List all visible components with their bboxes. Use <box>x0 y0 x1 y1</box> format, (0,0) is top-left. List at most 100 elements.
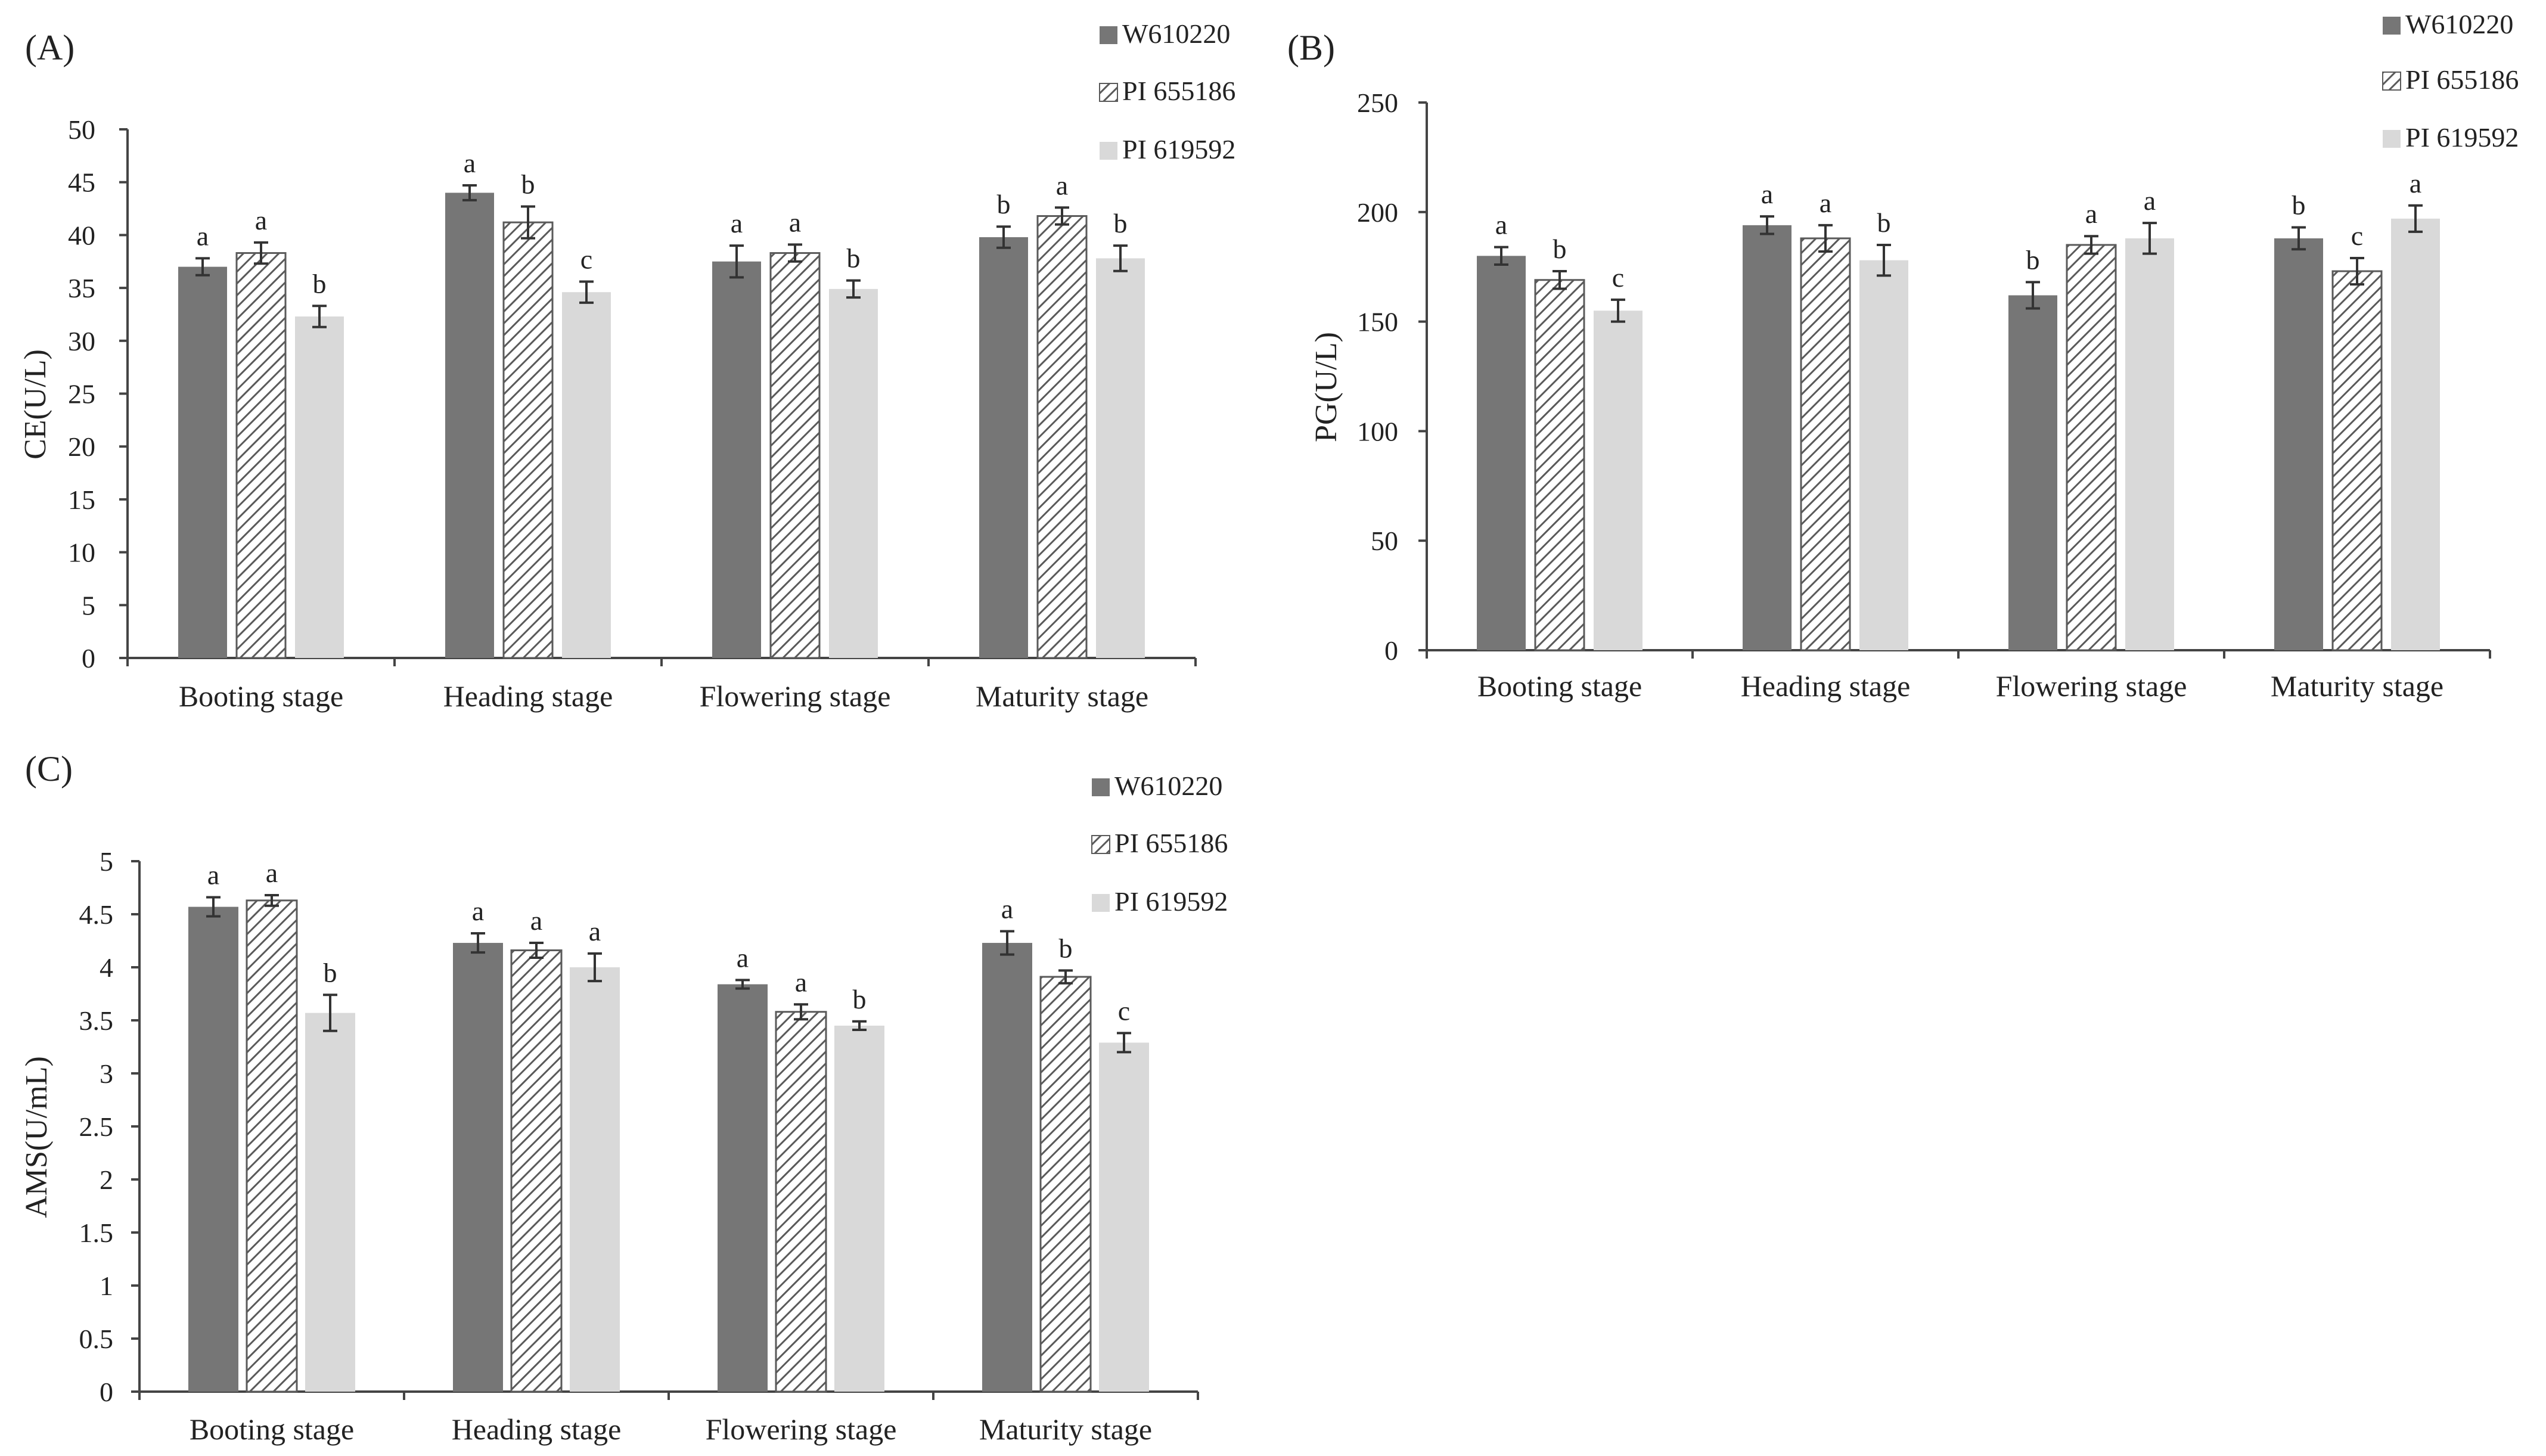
chart-c-category-label: Maturity stage <box>979 1412 1152 1446</box>
chart-b-bar <box>2125 238 2174 650</box>
chart-a-legend-label: W610220 <box>1122 18 1230 49</box>
chart-c-bar <box>305 1013 355 1392</box>
chart-b-bar <box>1594 311 1643 650</box>
chart-c-significance-letter: b <box>853 984 867 1014</box>
chart-b-y-tick-label: 250 <box>1357 88 1398 118</box>
chart-a-significance-letter: b <box>521 169 535 200</box>
chart-a-bar <box>502 221 554 659</box>
chart-c-bar <box>834 1025 884 1392</box>
chart-a-significance-letter: a <box>464 148 476 178</box>
chart-c-significance-letter: c <box>1118 995 1130 1026</box>
chart-c-category-label: Booting stage <box>190 1412 354 1446</box>
chart-a-y-tick-label: 20 <box>68 431 95 462</box>
chart-b-bar <box>1743 225 1791 651</box>
chart-c-significance-letter: a <box>795 967 807 997</box>
chart-a-y-tick-label: 45 <box>68 167 95 198</box>
chart-c-bar <box>246 899 298 1393</box>
chart-c-category-label: Heading stage <box>452 1412 622 1446</box>
chart-b-bar <box>2331 270 2383 651</box>
chart-b-bar <box>1477 256 1526 650</box>
chart-b-bar <box>2008 295 2057 650</box>
chart-c-bar <box>1099 1042 1149 1392</box>
chart-c-y-tick-label: 1.5 <box>79 1218 114 1248</box>
chart-a-bar <box>829 288 878 658</box>
chart-c-panel-label: (C) <box>25 749 73 788</box>
chart-c-y-tick-label: 5 <box>100 846 113 877</box>
chart-a-bar <box>445 193 494 658</box>
chart-a-bar <box>1096 258 1145 659</box>
chart-c-significance-letter: a <box>207 860 219 890</box>
chart-b-significance-letter: a <box>1820 188 1831 218</box>
chart-a-y-tick-label: 50 <box>68 114 95 145</box>
chart-b-bar <box>2391 218 2440 650</box>
chart-a-bar <box>295 316 344 658</box>
chart-b-category-label: Booting stage <box>1477 669 1642 703</box>
chart-b-bar <box>1534 279 1585 651</box>
chart-a-significance-letter: a <box>731 208 743 238</box>
chart-b-bar <box>2066 244 2117 651</box>
chart-a-significance-letter: b <box>997 189 1011 219</box>
chart-c-bar <box>510 949 563 1393</box>
chart-b-significance-letter: a <box>2410 168 2421 198</box>
chart-a-bar <box>178 266 227 658</box>
chart-a-y-tick-label: 40 <box>68 220 95 250</box>
chart-c-significance-letter: a <box>737 942 749 973</box>
chart-a-y-tick-label: 0 <box>82 643 95 673</box>
chart-a-bar <box>235 252 287 659</box>
chart-b-significance-letter: b <box>1553 234 1567 264</box>
chart-c-category-label: Flowering stage <box>706 1412 897 1446</box>
chart-c-bar <box>570 967 620 1392</box>
chart-b-significance-letter: a <box>1495 210 1507 240</box>
chart-b-legend-label: PI 619592 <box>2405 122 2519 153</box>
chart-a-bar <box>712 261 761 658</box>
chart-c-bar <box>718 984 768 1392</box>
chart-c-y-tick-label: 3.5 <box>79 1005 114 1036</box>
chart-a-legend-label: PI 655186 <box>1122 76 1235 106</box>
chart-a-bar <box>979 237 1028 658</box>
chart-b-bar <box>2274 238 2323 650</box>
chart-a-significance-letter: b <box>847 243 861 274</box>
chart-b-legend-label: PI 655186 <box>2405 64 2519 95</box>
chart-b-category-label: Flowering stage <box>1996 669 2187 703</box>
chart-b-category-label: Heading stage <box>1741 669 1911 703</box>
chart-a-category-label: Flowering stage <box>700 679 891 713</box>
chart-b-significance-letter: b <box>2292 190 2306 221</box>
chart-b-bar <box>1800 237 1851 651</box>
chart-c-significance-letter: a <box>589 916 601 946</box>
chart-a-significance-letter: b <box>313 268 327 299</box>
chart-c-legend-label: PI 619592 <box>1114 886 1228 917</box>
chart-b-legend-label: W610220 <box>2405 9 2513 39</box>
chart-b-significance-letter: c <box>2351 221 2363 251</box>
chart-c-y-tick-label: 0 <box>100 1377 113 1407</box>
chart-b-bar <box>1859 260 1908 650</box>
chart-a-y-tick-label: 35 <box>68 273 95 303</box>
chart-a-significance-letter: a <box>789 207 801 237</box>
chart-b-significance-letter: a <box>2144 185 2156 216</box>
chart-a-legend-label: PI 619592 <box>1122 134 1235 164</box>
chart-b-significance-letter: a <box>1761 179 1773 209</box>
chart-c-bar <box>188 906 238 1392</box>
chart-a-legend-swatch <box>1100 26 1117 44</box>
chart-a-y-tick-label: 5 <box>82 590 95 620</box>
chart-b-y-tick-label: 150 <box>1357 307 1398 337</box>
chart-c-significance-letter: a <box>1001 893 1013 924</box>
chart-c-legend-swatch <box>1092 894 1110 912</box>
chart-a-y-tick-label: 10 <box>68 538 95 568</box>
chart-c-y-tick-label: 4 <box>100 952 113 983</box>
chart-c-significance-letter: b <box>324 957 337 988</box>
chart-a-significance-letter: a <box>255 205 267 235</box>
chart-a-bar <box>562 292 611 658</box>
chart-c-bar <box>775 1011 827 1393</box>
chart-a-y-tick-label: 25 <box>68 379 95 409</box>
chart-b-significance-letter: a <box>2085 198 2097 229</box>
chart-c-legend-label: PI 655186 <box>1114 828 1228 858</box>
chart-b-category-label: Maturity stage <box>2271 669 2443 703</box>
chart-c-y-tick-label: 2.5 <box>79 1112 114 1142</box>
chart-a-bar <box>769 252 821 659</box>
chart-a-panel-label: (A) <box>25 28 74 67</box>
chart-c-y-tick-label: 1 <box>100 1271 113 1301</box>
chart-b-y-tick-label: 200 <box>1357 197 1398 228</box>
chart-a-significance-letter: b <box>1114 208 1128 238</box>
chart-a-category-label: Booting stage <box>179 679 343 713</box>
chart-b-significance-letter: c <box>1612 262 1624 293</box>
